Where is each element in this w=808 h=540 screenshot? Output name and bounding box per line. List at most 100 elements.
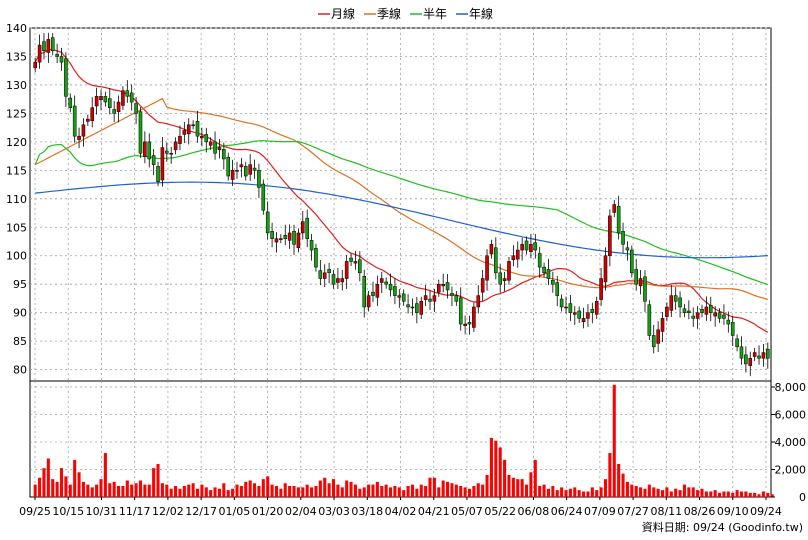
- price-tick-label-4: 120: [6, 136, 27, 149]
- candle-body-104: [489, 244, 494, 255]
- volume-bar-48: [244, 481, 248, 497]
- volume-bar-31: [169, 488, 173, 497]
- candle-body-129: [599, 278, 603, 300]
- volume-bar-78: [375, 481, 379, 497]
- candle-body-105: [494, 247, 498, 274]
- volume-bar-135: [625, 481, 629, 497]
- candle-body-18: [112, 109, 116, 114]
- candle-body-134: [621, 231, 625, 245]
- candle-body-13: [90, 107, 95, 122]
- candle-body-70: [340, 278, 345, 283]
- candle-body-17: [107, 98, 112, 108]
- legend: 月線 季線 半年 年線: [318, 6, 493, 21]
- candle-body-29: [160, 147, 165, 181]
- x-tick-label-17: 07/09: [584, 505, 616, 518]
- volume-bar-162: [744, 491, 748, 497]
- volume-bar-138: [639, 487, 643, 497]
- candle-body-42: [217, 147, 222, 151]
- volume-bar-130: [603, 479, 608, 497]
- volume-bar-123: [573, 487, 577, 497]
- candle-body-21: [125, 90, 130, 97]
- price-y-axis: 140 135 130 125 120 115 110 105 100 95 90 85 80: [6, 22, 27, 377]
- volume-bar-74: [358, 488, 362, 497]
- candle-body-58: [287, 232, 292, 241]
- volume-bar-9: [73, 459, 77, 497]
- volume-bar-33: [178, 488, 182, 497]
- volume-bar-149: [687, 487, 691, 497]
- volume-bar-116: [542, 484, 546, 497]
- candle-body-150: [691, 315, 696, 319]
- candle-body-26: [147, 141, 152, 160]
- candle-body-133: [616, 205, 621, 234]
- x-tick-label-9: 03/03: [318, 505, 350, 518]
- volume-bar-131: [608, 453, 612, 497]
- price-tick-label-6: 110: [6, 193, 27, 206]
- volume-bar-129: [599, 487, 603, 497]
- legend-label-2: 半年: [423, 7, 447, 21]
- candle-body-19: [116, 101, 121, 112]
- volume-bar-37: [195, 488, 200, 497]
- candle-body-108: [507, 261, 511, 281]
- volume-bar-155: [713, 490, 717, 497]
- volume-bar-168: [770, 494, 774, 497]
- price-tick-label-2: 130: [6, 79, 27, 92]
- candle-body-51: [257, 170, 261, 188]
- candle-body-138: [638, 278, 643, 287]
- volume-bar-62: [305, 484, 309, 497]
- volume-bar-0: [33, 484, 37, 497]
- volume-bar-79: [380, 486, 384, 497]
- candle-body-94: [445, 282, 450, 291]
- price-tick-label-0: 140: [6, 22, 27, 35]
- volume-bar-54: [270, 484, 274, 497]
- volume-bar-117: [546, 488, 550, 497]
- volume-bar-139: [643, 488, 647, 497]
- volume-bar-101: [476, 483, 480, 497]
- candle-body-74: [358, 259, 362, 274]
- x-tick-label-11: 04/02: [385, 505, 417, 518]
- candle-body-41: [213, 141, 217, 154]
- volume-bar-158: [726, 491, 730, 497]
- candle-body-85: [406, 304, 410, 308]
- candle-body-159: [730, 322, 735, 336]
- candle-body-47: [239, 164, 244, 168]
- candle-body-113: [529, 244, 533, 253]
- candle-body-139: [643, 276, 647, 302]
- data-date-credit: 資料日期: 09/24 (Goodinfo.tw): [642, 520, 803, 534]
- candle-body-116: [542, 266, 546, 274]
- candle-body-84: [401, 293, 406, 302]
- candle-body-57: [283, 234, 288, 239]
- price-tick-label-9: 95: [13, 278, 27, 291]
- volume-plot-area: [29, 380, 772, 498]
- candle-body-96: [454, 295, 459, 302]
- volume-bar-154: [709, 491, 713, 497]
- volume-bar-121: [564, 490, 568, 497]
- volume-bar-60: [296, 487, 300, 497]
- volume-bar-26: [147, 484, 151, 497]
- candle-body-54: [270, 231, 274, 239]
- volume-bar-92: [437, 487, 441, 497]
- volume-bar-32: [174, 486, 178, 497]
- volume-bar-17: [108, 483, 112, 497]
- volume-bar-107: [503, 459, 507, 497]
- volume-bar-44: [226, 490, 230, 497]
- volume-bar-151: [696, 490, 700, 497]
- candle-body-38: [200, 135, 204, 139]
- volume-bar-163: [748, 492, 752, 497]
- volume-bar-50: [253, 483, 257, 497]
- candle-body-4: [50, 37, 55, 52]
- price-tick-label-3: 125: [6, 107, 27, 120]
- candle-body-56: [279, 238, 283, 240]
- candle-body-123: [572, 312, 577, 315]
- volume-bar-103: [485, 475, 489, 497]
- legend-label-1: 季線: [377, 6, 401, 21]
- volume-bar-77: [371, 484, 375, 497]
- volume-bar-4: [51, 479, 55, 497]
- candle-body-46: [235, 170, 239, 172]
- candle-body-37: [195, 121, 200, 137]
- volume-bar-80: [384, 484, 388, 497]
- candle-body-91: [432, 295, 437, 302]
- candle-body-60: [296, 232, 301, 249]
- volume-tick-label-4: 0: [799, 491, 806, 504]
- volume-bar-46: [235, 484, 239, 497]
- x-tick-label-15: 06/08: [518, 505, 550, 518]
